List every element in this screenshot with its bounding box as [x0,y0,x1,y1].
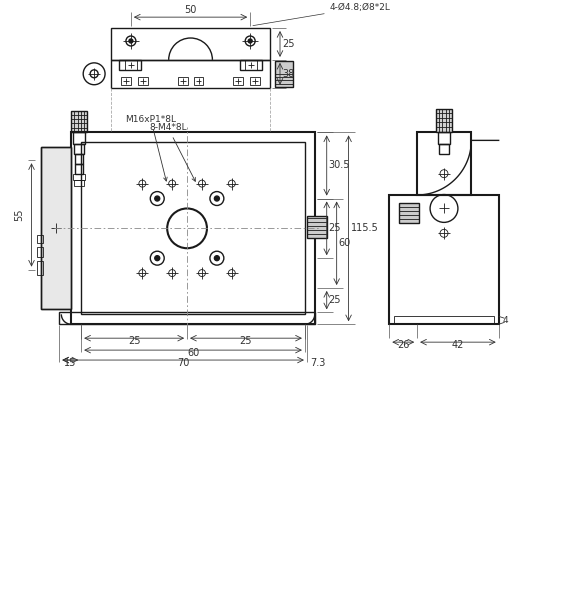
Text: 15: 15 [64,358,76,368]
Bar [138,77,148,85]
Text: 7.3: 7.3 [310,358,325,368]
Bar [75,164,83,174]
Bar [417,132,471,195]
Text: 4-Ø4.8;Ø8*2L: 4-Ø4.8;Ø8*2L [253,3,390,26]
Text: 30.5: 30.5 [329,160,350,170]
Bar [121,77,131,85]
Circle shape [214,256,219,260]
Text: 60: 60 [339,238,351,249]
Bar [42,147,71,309]
Bar [73,132,85,144]
Bar [111,60,270,88]
Bar [233,77,243,85]
Circle shape [129,39,133,43]
Bar [71,111,87,132]
Text: M16xP1*8L: M16xP1*8L [126,116,177,181]
Text: 4: 4 [503,316,508,325]
Bar [71,132,315,324]
Circle shape [248,39,252,43]
Bar [250,77,260,85]
Text: 25: 25 [240,336,252,346]
Circle shape [155,256,160,260]
Text: 25: 25 [329,224,341,234]
Bar [245,60,257,70]
Bar [42,147,71,309]
Text: 55: 55 [15,209,25,221]
Bar [38,235,43,243]
Bar [389,195,499,324]
Text: 115.5: 115.5 [351,224,378,234]
Circle shape [214,196,219,201]
Circle shape [155,196,160,201]
Bar [394,316,494,324]
Bar [73,174,85,180]
Bar [275,61,293,86]
Bar [81,142,305,314]
Bar [111,28,270,60]
Bar [178,77,187,85]
Bar [439,144,449,154]
Bar [194,77,204,85]
Bar [240,60,262,70]
Bar [74,144,84,154]
Text: 38: 38 [282,69,294,79]
Bar [38,247,43,257]
Bar [399,203,419,224]
Text: 25: 25 [128,336,140,346]
Bar [74,180,84,186]
Text: 70: 70 [177,358,189,368]
Text: 26: 26 [397,340,410,350]
Bar [59,312,315,324]
Bar [307,216,327,238]
Text: 60: 60 [187,348,199,358]
Text: 25: 25 [329,295,341,305]
Text: 50: 50 [185,5,197,15]
Text: 8-M4*8L: 8-M4*8L [149,123,195,181]
Bar [119,60,141,70]
Bar [125,60,137,70]
Text: 25: 25 [282,39,295,49]
Text: 42: 42 [452,340,464,350]
Bar [438,132,450,144]
Bar [436,108,452,132]
Bar [75,154,83,164]
Bar [38,260,43,275]
